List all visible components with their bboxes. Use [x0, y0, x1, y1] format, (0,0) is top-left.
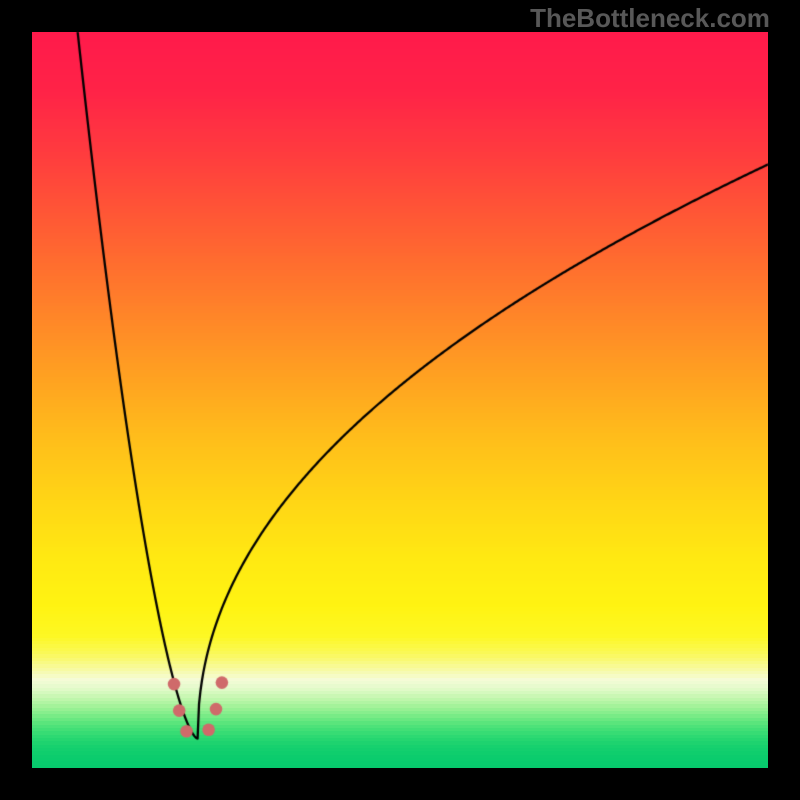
frame-left [0, 0, 32, 800]
heat-gradient [32, 32, 768, 768]
chart-stage: TheBottleneck.com [0, 0, 800, 800]
watermark-text: TheBottleneck.com [500, 3, 800, 34]
frame-bottom [0, 768, 800, 800]
frame-right [768, 0, 800, 800]
